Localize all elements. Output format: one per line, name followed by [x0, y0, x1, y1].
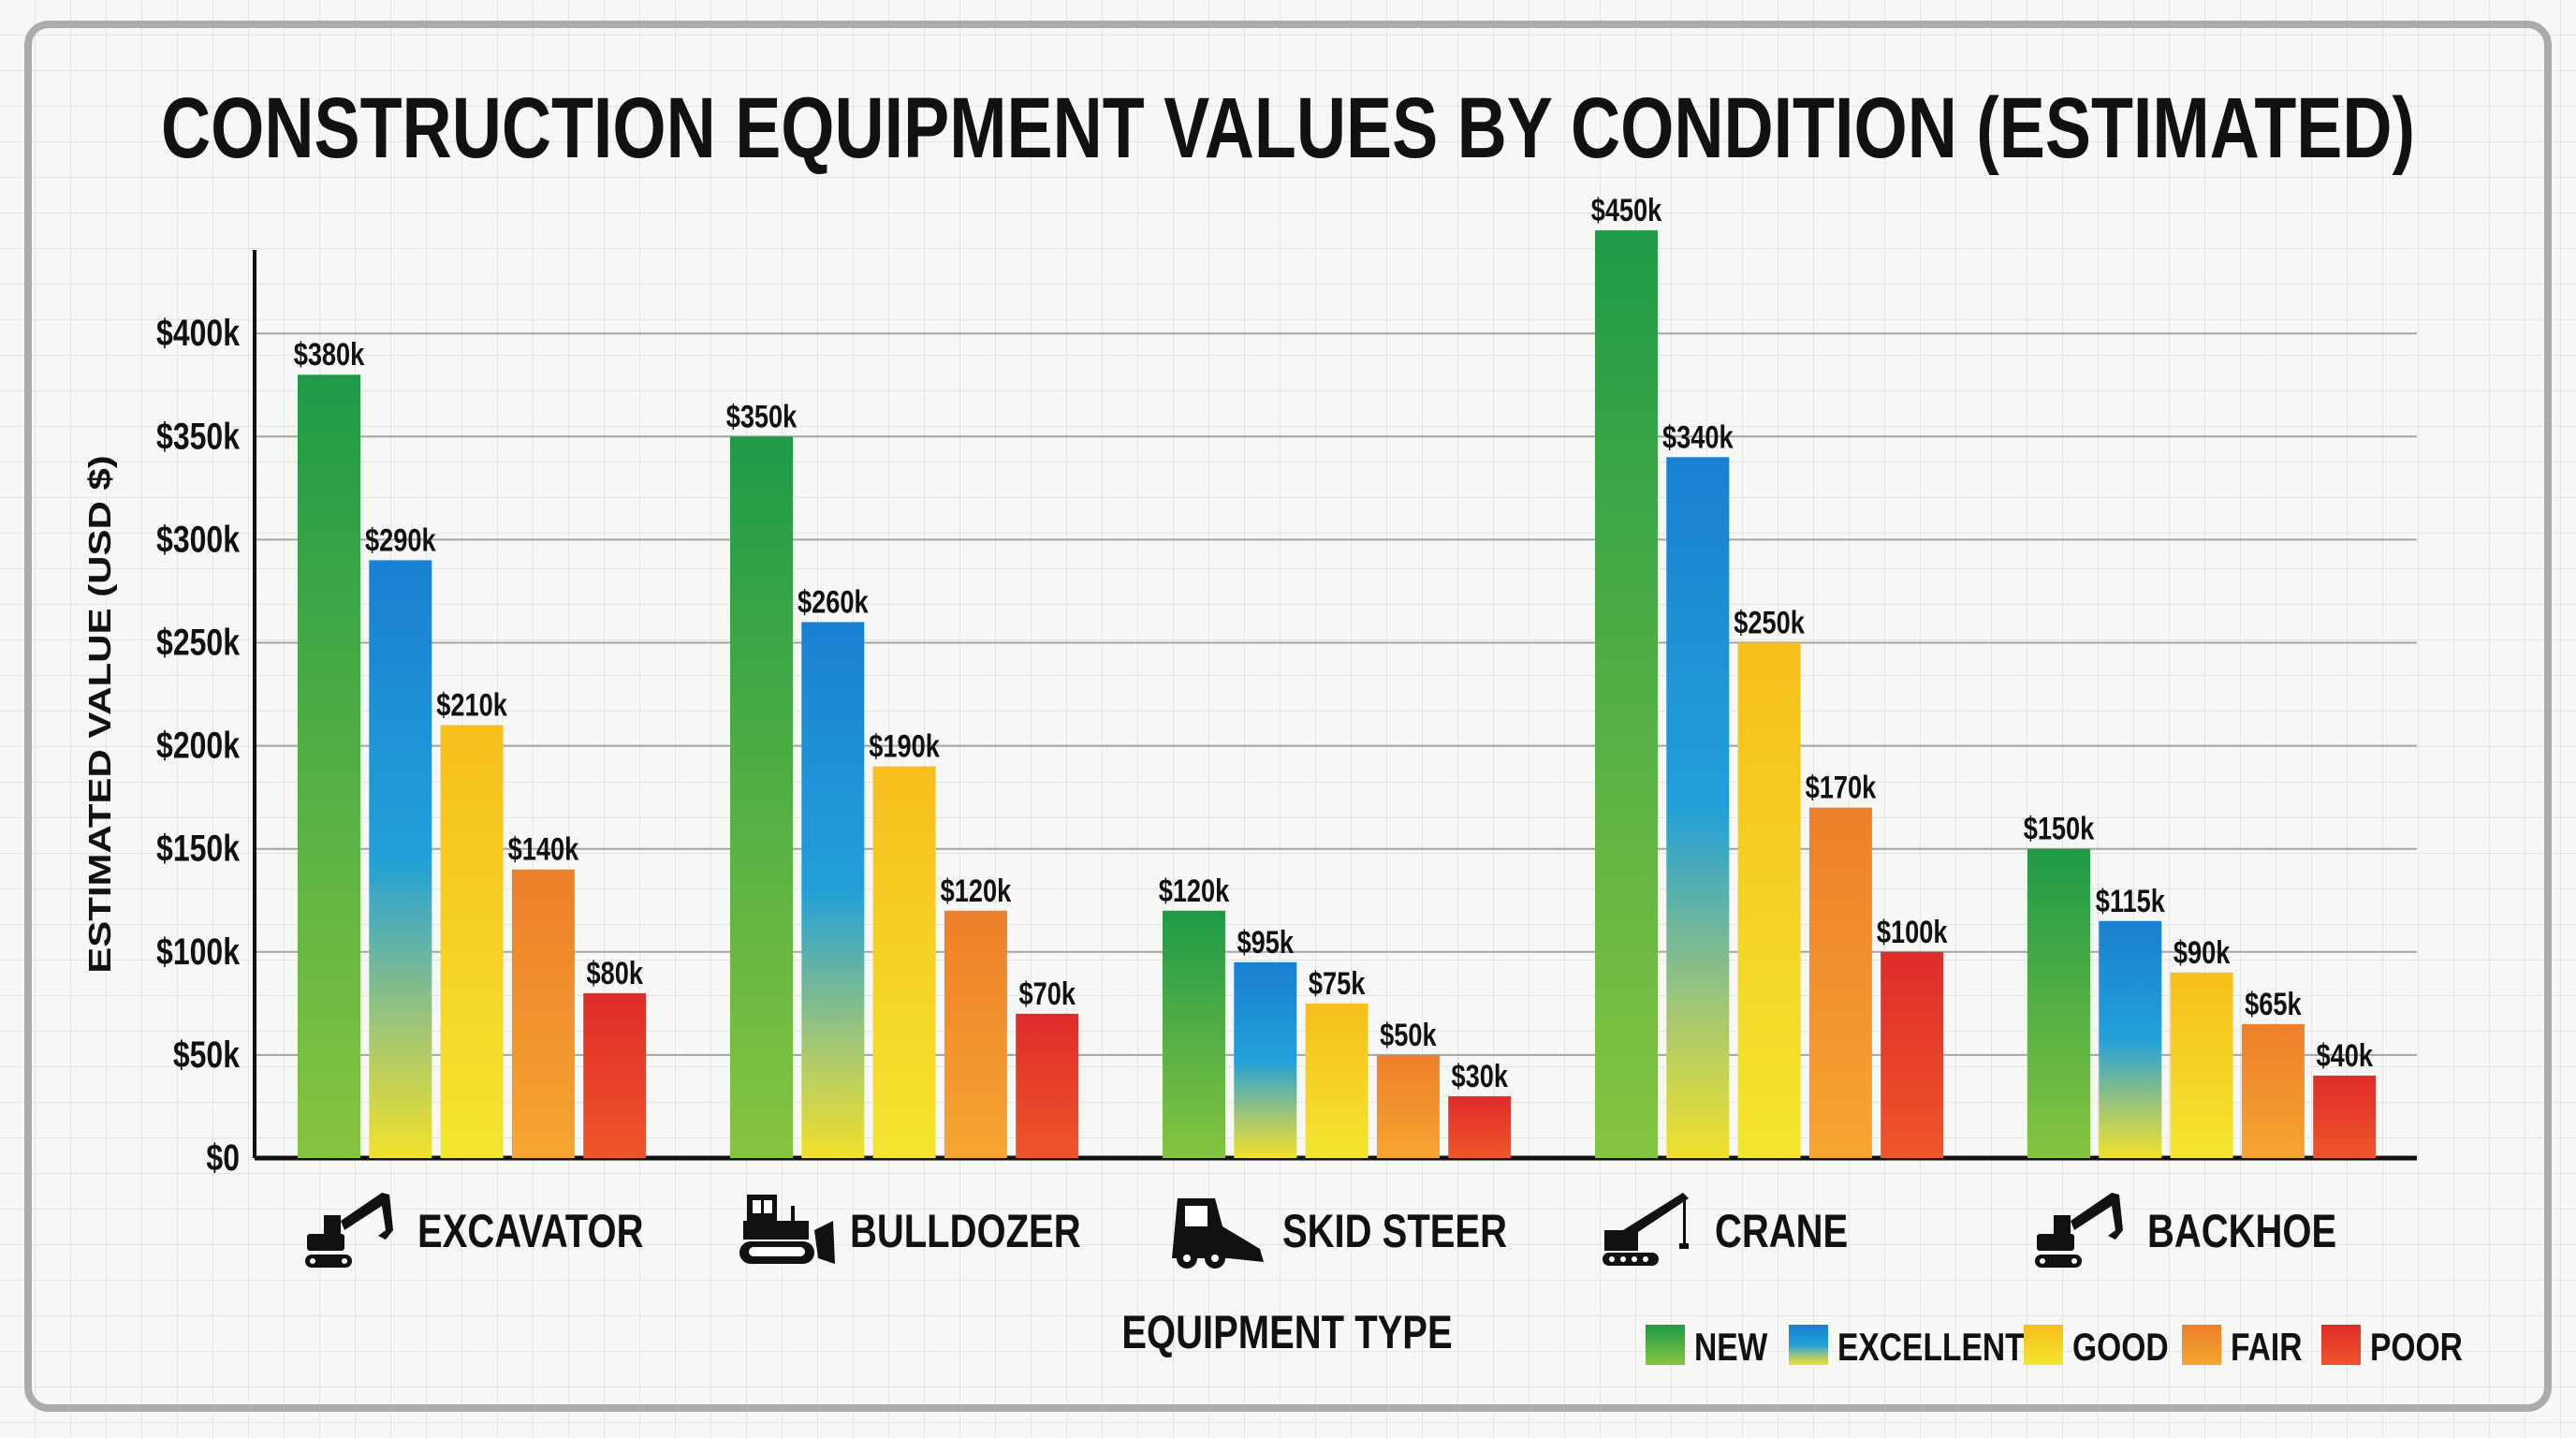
bar-poor-bulldozer	[1016, 1013, 1079, 1158]
legend-label-new: NEW	[1694, 1327, 1767, 1370]
data-label: $140k	[508, 831, 579, 868]
bar-excellent-bulldozer	[801, 622, 865, 1158]
bar-good-excavator	[440, 725, 504, 1158]
data-label: $350k	[726, 398, 798, 434]
chart-title: CONSTRUCTION EQUIPMENT VALUES BY CONDITI…	[161, 80, 2415, 176]
data-label: $40k	[2316, 1037, 2373, 1074]
bar-new-excavator	[298, 374, 360, 1158]
bar-excellent-excavator	[369, 560, 432, 1158]
y-tick-label: $400k	[156, 312, 241, 354]
chart-frame	[24, 21, 2552, 1412]
data-label: $380k	[294, 336, 365, 373]
legend-label-fair: FAIR	[2231, 1327, 2303, 1370]
data-label: $95k	[1237, 924, 1295, 961]
legend-swatch-new	[1646, 1325, 1685, 1365]
bar-new-bulldozer	[730, 436, 793, 1158]
data-label: $290k	[365, 521, 436, 558]
bar-excellent-backhoe	[2099, 920, 2162, 1158]
y-tick-label: $300k	[156, 518, 241, 560]
data-label: $150k	[2024, 811, 2095, 847]
data-label: $50k	[1380, 1017, 1437, 1053]
data-label: $70k	[1018, 976, 1076, 1012]
data-label: $120k	[941, 873, 1012, 909]
data-label: $170k	[1806, 770, 1877, 806]
y-tick-label: $100k	[156, 930, 241, 972]
data-label: $80k	[586, 955, 643, 991]
data-label: $190k	[869, 728, 940, 765]
data-label: $90k	[2174, 934, 2231, 971]
bar-excellent-skid-steer	[1234, 961, 1297, 1158]
legend-label-excellent: EXCELLENT	[1837, 1327, 2025, 1370]
data-label: $30k	[1451, 1058, 1508, 1094]
bar-poor-skid-steer	[1448, 1095, 1512, 1158]
bar-poor-excavator	[583, 992, 647, 1158]
legend-label-good: GOOD	[2072, 1327, 2169, 1370]
data-label: $260k	[798, 584, 869, 621]
bar-new-backhoe	[2027, 848, 2090, 1158]
x-tick-label: BACKHOE	[2147, 1205, 2336, 1257]
legend-swatch-excellent	[1789, 1325, 1828, 1365]
data-label: $115k	[2096, 883, 2166, 919]
y-tick-label: $200k	[156, 724, 241, 766]
data-label: $210k	[436, 687, 507, 724]
data-label: $450k	[1591, 192, 1662, 228]
x-tick-label: CRANE	[1715, 1205, 1848, 1257]
y-tick-label: $350k	[156, 415, 241, 457]
data-label: $65k	[2245, 986, 2302, 1022]
bar-poor-backhoe	[2313, 1075, 2377, 1158]
data-label: $75k	[1309, 965, 1366, 1002]
bar-fair-backhoe	[2241, 1023, 2305, 1158]
bar-good-crane	[1737, 642, 1801, 1158]
y-tick-label: $0	[206, 1137, 240, 1179]
bar-fair-crane	[1808, 807, 1872, 1158]
bar-good-skid-steer	[1305, 1003, 1368, 1158]
bar-poor-crane	[1881, 951, 1944, 1158]
bar-excellent-crane	[1666, 457, 1730, 1158]
bar-new-crane	[1595, 230, 1658, 1159]
bar-fair-excavator	[511, 869, 575, 1158]
bar-fair-skid-steer	[1376, 1054, 1440, 1158]
y-tick-label: $250k	[156, 621, 241, 663]
x-tick-label: SKID STEER	[1282, 1205, 1507, 1257]
data-label: $250k	[1734, 605, 1805, 641]
data-label: $100k	[1877, 914, 1948, 950]
y-tick-label: $150k	[156, 827, 241, 869]
x-tick-label: BULLDOZER	[850, 1205, 1081, 1257]
data-label: $120k	[1159, 873, 1230, 909]
y-axis-label: ESTIMATED VALUE (USD $)	[83, 455, 118, 974]
legend-swatch-fair	[2182, 1325, 2221, 1365]
legend-swatch-good	[2024, 1325, 2063, 1365]
legend-label-poor: POOR	[2370, 1327, 2463, 1370]
bar-good-bulldozer	[872, 766, 936, 1158]
legend-swatch-poor	[2321, 1325, 2361, 1365]
bar-new-skid-steer	[1163, 910, 1225, 1158]
bar-good-backhoe	[2170, 972, 2233, 1158]
y-tick-label: $50k	[173, 1033, 241, 1075]
bar-fair-bulldozer	[944, 910, 1007, 1158]
x-tick-label: EXCAVATOR	[417, 1205, 643, 1257]
x-axis-label: EQUIPMENT TYPE	[1121, 1306, 1452, 1358]
data-label: $340k	[1662, 418, 1734, 455]
